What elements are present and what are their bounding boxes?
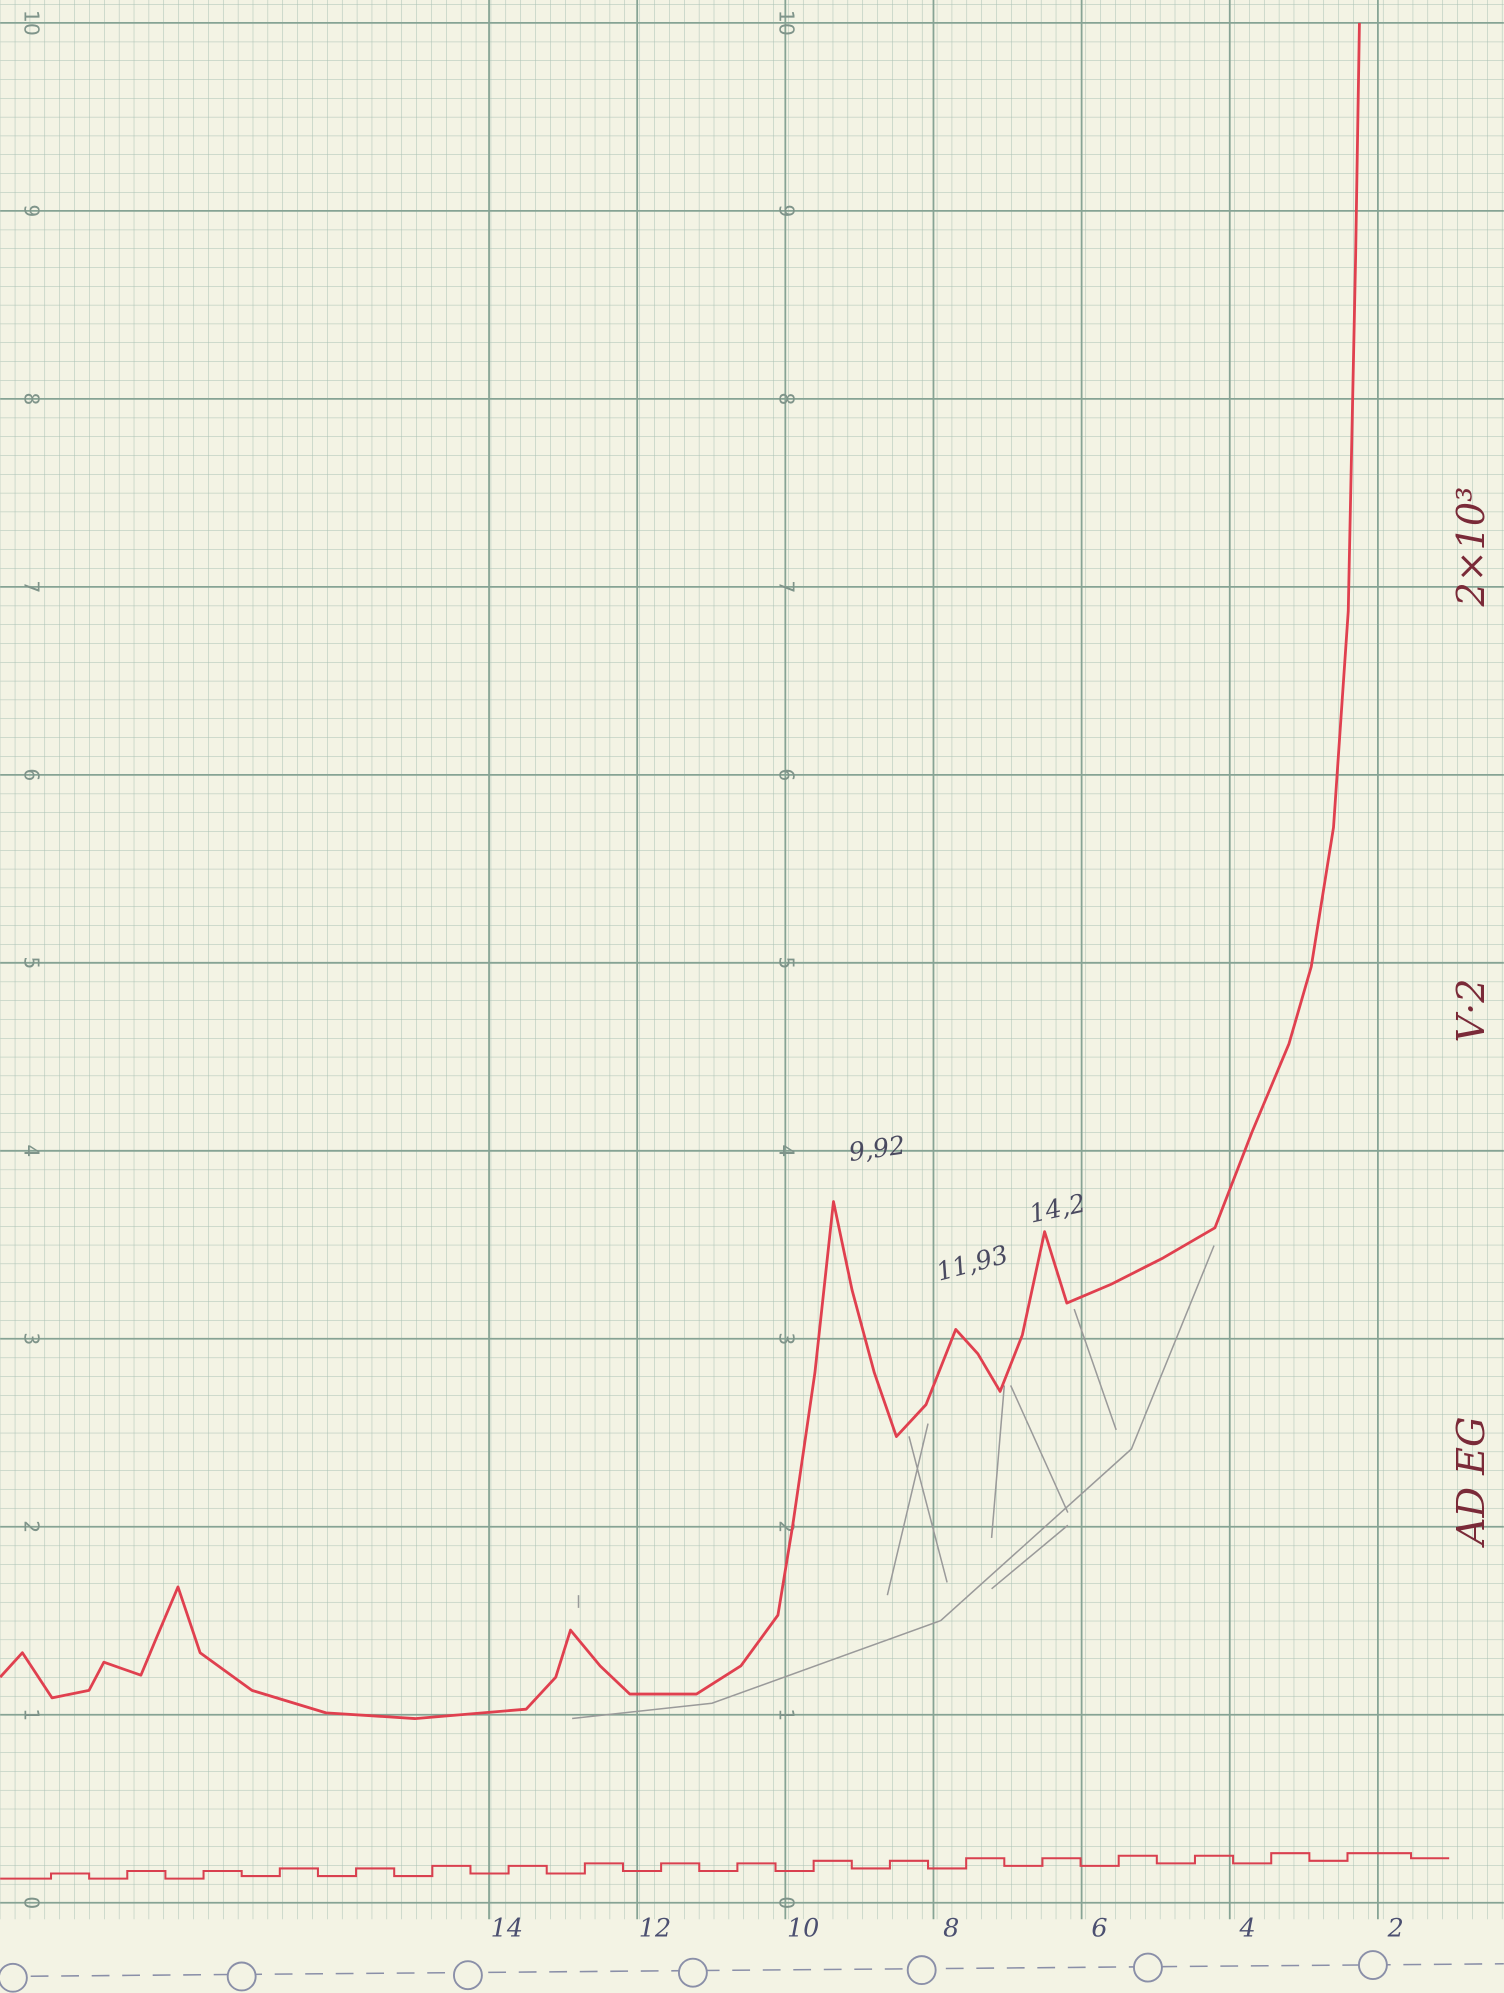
y-tick-label: 9 bbox=[775, 204, 799, 217]
y-tick-label: 7 bbox=[20, 580, 44, 593]
y-tick-label: 2 bbox=[20, 1520, 44, 1533]
x-tick-label: 4 bbox=[1238, 1912, 1255, 1942]
y-tick-label: 2 bbox=[775, 1520, 799, 1533]
y-tick-label: 8 bbox=[20, 392, 44, 405]
annotation: 2×10³ bbox=[1449, 487, 1493, 608]
x-tick-label: 8 bbox=[943, 1912, 959, 1942]
x-tick-label: 2 bbox=[1387, 1912, 1404, 1942]
y-tick-label: 10 bbox=[775, 10, 799, 36]
y-tick-label: 5 bbox=[775, 956, 799, 969]
y-tick-label: 4 bbox=[775, 1144, 799, 1157]
y-tick-label: 9 bbox=[20, 204, 44, 217]
minor-grid bbox=[0, 0, 1504, 1920]
x-tick-label: 12 bbox=[639, 1912, 671, 1942]
y-tick-label: 6 bbox=[775, 768, 799, 781]
y-tick-label: 0 bbox=[20, 1896, 44, 1909]
annotation: AD EG bbox=[1449, 1417, 1493, 1549]
annotation: V·2 bbox=[1449, 979, 1493, 1043]
grid bbox=[0, 0, 1504, 1920]
y-tick-label: 5 bbox=[20, 956, 44, 969]
y-tick-label: 1 bbox=[20, 1708, 44, 1721]
y-tick-label: 1 bbox=[775, 1708, 799, 1721]
y-tick-label: 0 bbox=[775, 1896, 799, 1909]
x-tick-label: 14 bbox=[491, 1912, 523, 1942]
y-tick-label: 10 bbox=[20, 10, 44, 36]
y-tick-label: 6 bbox=[20, 768, 44, 781]
line-trace bbox=[0, 22, 1361, 1720]
holes bbox=[0, 1950, 1388, 1993]
x-tick-label: 6 bbox=[1091, 1912, 1107, 1942]
y-tick-label: 8 bbox=[775, 392, 799, 405]
pencil-lines bbox=[572, 1245, 1215, 1720]
y-tick-label: 7 bbox=[775, 580, 799, 593]
timing-trace bbox=[0, 1852, 1450, 1880]
x-tick-label: 10 bbox=[787, 1912, 819, 1942]
y-tick-label: 4 bbox=[20, 1144, 44, 1157]
y-tick-label: 3 bbox=[775, 1332, 799, 1345]
y-tick-label: 3 bbox=[20, 1332, 44, 1345]
